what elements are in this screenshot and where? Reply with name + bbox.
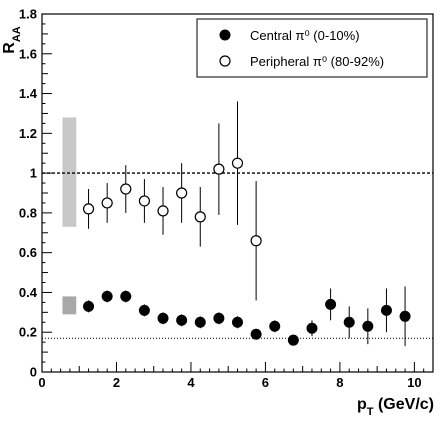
y-tick-label: 0.4 xyxy=(19,285,38,300)
y-axis-title-main: R xyxy=(1,42,18,54)
y-tick-label: 0 xyxy=(30,365,37,380)
y-axis-title-subscript: AA xyxy=(11,26,23,42)
y-tick-label: 0.8 xyxy=(19,205,37,220)
x-tick-label: 8 xyxy=(336,375,343,390)
data-point-central xyxy=(325,298,337,310)
legend-label-peripheral: Peripheral π⁰ (80-92%) xyxy=(250,54,384,69)
x-tick-label: 10 xyxy=(407,375,421,390)
y-tick-label: 1.4 xyxy=(19,86,38,101)
data-point-peripheral xyxy=(120,183,132,195)
data-point-central xyxy=(194,316,206,328)
legend-label-central: Central π⁰ (0-10%) xyxy=(250,28,360,43)
data-point-peripheral xyxy=(250,235,262,247)
data-point-peripheral xyxy=(176,187,188,199)
data-point-central xyxy=(101,290,113,302)
axis-ticks xyxy=(41,13,434,373)
data-point-central xyxy=(176,314,188,326)
data-point-central xyxy=(83,300,95,312)
legend-marker-peripheral xyxy=(219,55,231,67)
data-point-central xyxy=(287,334,299,346)
x-tick-label: 0 xyxy=(38,375,45,390)
y-tick-label: 1.8 xyxy=(19,7,37,22)
y-axis-title: RAA xyxy=(1,26,23,54)
tick-labels: 0 2 4 6 8 10 0 0.2 0.4 0.6 0.8 1 1.2 1.4 1.6 1.8 xyxy=(19,7,422,391)
y-tick-label: 1 xyxy=(30,166,37,181)
data-point-central xyxy=(269,320,281,332)
data-point-peripheral xyxy=(194,211,206,223)
systematic-boxes xyxy=(62,117,77,315)
y-tick-label: 1.6 xyxy=(19,46,37,61)
data-point-peripheral xyxy=(138,195,151,207)
data-point-central xyxy=(213,312,225,324)
x-tick-label: 4 xyxy=(187,375,195,390)
data-point-peripheral xyxy=(213,163,225,175)
systematic-box-0 xyxy=(62,117,77,227)
x-axis-title-subscript: T xyxy=(367,406,374,418)
legend-marker-central xyxy=(219,29,231,41)
data-point-central xyxy=(380,304,392,316)
data-point-central xyxy=(120,290,132,302)
error-bars xyxy=(88,101,406,347)
systematic-box-1 xyxy=(62,296,77,315)
x-axis-title: pT (GeV/c) xyxy=(357,396,434,418)
data-point-central xyxy=(343,316,355,328)
x-axis-title-unit: (GeV/c) xyxy=(374,396,434,413)
data-point-peripheral xyxy=(231,157,244,169)
data-point-central xyxy=(138,304,150,316)
legend: Central π⁰ (0-10%) Peripheral π⁰ (80-92%… xyxy=(196,18,428,78)
data-point-peripheral xyxy=(101,197,113,209)
data-point-central xyxy=(362,320,374,332)
data-point-peripheral xyxy=(157,205,169,217)
data-point-central xyxy=(157,312,169,324)
y-tick-label: 0.2 xyxy=(19,325,37,340)
x-tick-label: 2 xyxy=(113,375,120,390)
data-points xyxy=(82,157,411,346)
data-point-central xyxy=(232,316,243,328)
data-point-central xyxy=(250,328,262,340)
x-tick-label: 6 xyxy=(262,375,269,390)
x-axis-title-main: p xyxy=(357,396,367,413)
legend-box xyxy=(196,18,428,78)
data-point-central xyxy=(306,322,318,334)
data-point-peripheral xyxy=(82,203,95,215)
y-tick-label: 0.6 xyxy=(19,245,37,260)
y-tick-label: 1.2 xyxy=(19,126,37,141)
data-point-central xyxy=(399,310,411,322)
